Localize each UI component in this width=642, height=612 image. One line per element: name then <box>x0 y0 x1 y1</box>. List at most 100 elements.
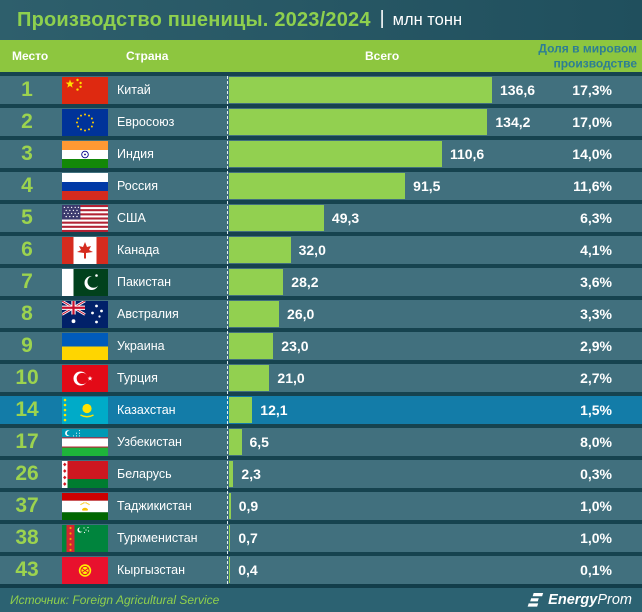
country-label: Узбекистан <box>117 435 182 449</box>
rank-label: 38 <box>15 526 39 549</box>
share-label: 3,3% <box>580 306 612 322</box>
flag-tajikistan-icon <box>62 493 108 520</box>
bar-zone: 26,0 <box>227 301 642 327</box>
rank-label: 1 <box>21 78 33 101</box>
value-label: 91,5 <box>413 178 441 194</box>
rank-label: 3 <box>21 142 33 165</box>
flag-box <box>62 109 108 136</box>
rank-label: 7 <box>21 270 33 293</box>
bar-zone: 134,2 <box>227 109 642 135</box>
value-label: 134,2 <box>495 114 531 130</box>
logo-text-regular: Prom <box>597 592 632 608</box>
table-row: 43 Кыргызстан 0,4 0,1% <box>0 556 642 584</box>
flag-turkmenistan-icon <box>62 525 108 552</box>
flag-canada-icon <box>62 237 108 264</box>
value-bar <box>229 269 284 295</box>
flag-belarus-icon <box>62 461 108 488</box>
flag-india-icon <box>62 141 108 168</box>
value-bar <box>229 301 280 327</box>
title-unit: млн тонн <box>392 10 463 29</box>
country-label: Индия <box>117 147 154 161</box>
bar-zone: 28,2 <box>227 269 642 295</box>
table-row: 38 Туркменистан 0,7 1,0% <box>0 524 642 552</box>
share-label: 14,0% <box>572 146 612 162</box>
country-label: Канада <box>117 243 160 257</box>
country-label: Беларусь <box>117 467 172 481</box>
flag-russia-icon <box>62 173 108 200</box>
value-label: 26,0 <box>287 306 315 322</box>
country-label: Пакистан <box>117 275 172 289</box>
share-label: 2,7% <box>580 370 612 386</box>
bar-zone: 21,0 <box>227 365 642 391</box>
bar-zone: 6,5 <box>227 429 642 455</box>
flag-ukraine-icon <box>62 333 108 360</box>
value-bar <box>229 461 234 487</box>
share-label: 0,3% <box>580 466 612 482</box>
col-header-total: Всего <box>365 49 400 63</box>
flag-australia-icon <box>62 301 108 328</box>
country-label: Россия <box>117 179 158 193</box>
flag-usa-icon <box>62 205 108 232</box>
value-label: 0,7 <box>238 530 258 546</box>
flag-box <box>62 237 108 264</box>
table-row: 14 Казахстан 12,1 1,5% <box>0 396 642 424</box>
country-label: Китай <box>117 83 151 97</box>
country-label: Туркменистан <box>117 531 198 545</box>
value-bar <box>229 205 324 231</box>
table-row: 17 Узбекистан 6,5 8,0% <box>0 428 642 456</box>
rank-label: 4 <box>21 174 33 197</box>
bar-zone: 110,6 <box>227 141 642 167</box>
value-label: 21,0 <box>277 370 305 386</box>
energyprom-logo: Energy Prom <box>527 592 632 608</box>
flag-box <box>62 141 108 168</box>
table-row: 4 Россия 91,5 11,6% <box>0 172 642 200</box>
value-label: 136,6 <box>500 82 536 98</box>
value-label: 110,6 <box>449 146 485 162</box>
value-bar <box>229 77 492 103</box>
rank-label: 43 <box>15 558 39 581</box>
table-row: 37 Таджикистан 0,9 1,0% <box>0 492 642 520</box>
table-row: 26 Беларусь 2,3 0,3% <box>0 460 642 488</box>
column-header-band: Место Страна Всего Доля в мировом произв… <box>0 40 642 72</box>
value-label: 32,0 <box>298 242 326 258</box>
flag-box <box>62 525 108 552</box>
value-label: 0,9 <box>238 498 259 514</box>
share-label: 8,0% <box>580 434 612 450</box>
flag-eu-icon <box>62 109 108 136</box>
table-row: 3 Индия 110,6 14,0% <box>0 140 642 168</box>
logo-text-bold: Energy <box>548 592 598 608</box>
bar-zone: 32,0 <box>227 237 642 263</box>
value-bar <box>229 237 291 263</box>
col-header-share: Доля в мировом производстве <box>538 41 637 71</box>
bar-zone: 0,9 <box>227 493 642 519</box>
rank-label: 8 <box>21 302 33 325</box>
rank-label: 26 <box>15 462 39 485</box>
rank-label: 17 <box>15 430 39 453</box>
country-label: Кыргызстан <box>117 563 186 577</box>
flag-uzbekistan-icon <box>62 429 108 456</box>
share-label: 3,6% <box>580 274 612 290</box>
country-label: США <box>117 211 146 225</box>
rank-label: 9 <box>21 334 33 357</box>
share-label: 6,3% <box>580 210 612 226</box>
country-label: Казахстан <box>117 403 176 417</box>
share-label: 17,0% <box>572 114 612 130</box>
flag-box <box>62 173 108 200</box>
value-label: 6,5 <box>249 434 269 450</box>
energyprom-logo-icon <box>527 593 544 607</box>
source-note: Источник: Foreign Agricultural Service <box>10 593 220 607</box>
share-label: 17,3% <box>572 82 612 98</box>
flag-box <box>62 557 108 584</box>
bar-zone: 0,4 <box>227 557 642 583</box>
country-label: Австралия <box>117 307 179 321</box>
title-divider: | <box>379 8 385 29</box>
col-header-rank: Место <box>12 49 49 63</box>
flag-kazakhstan-icon <box>62 397 108 424</box>
value-bar <box>229 557 231 583</box>
flag-box <box>62 205 108 232</box>
value-bar <box>229 429 242 455</box>
rank-label: 6 <box>21 238 33 261</box>
value-label: 28,2 <box>291 274 319 290</box>
table-row: 8 Австралия 26,0 3,3% <box>0 300 642 328</box>
